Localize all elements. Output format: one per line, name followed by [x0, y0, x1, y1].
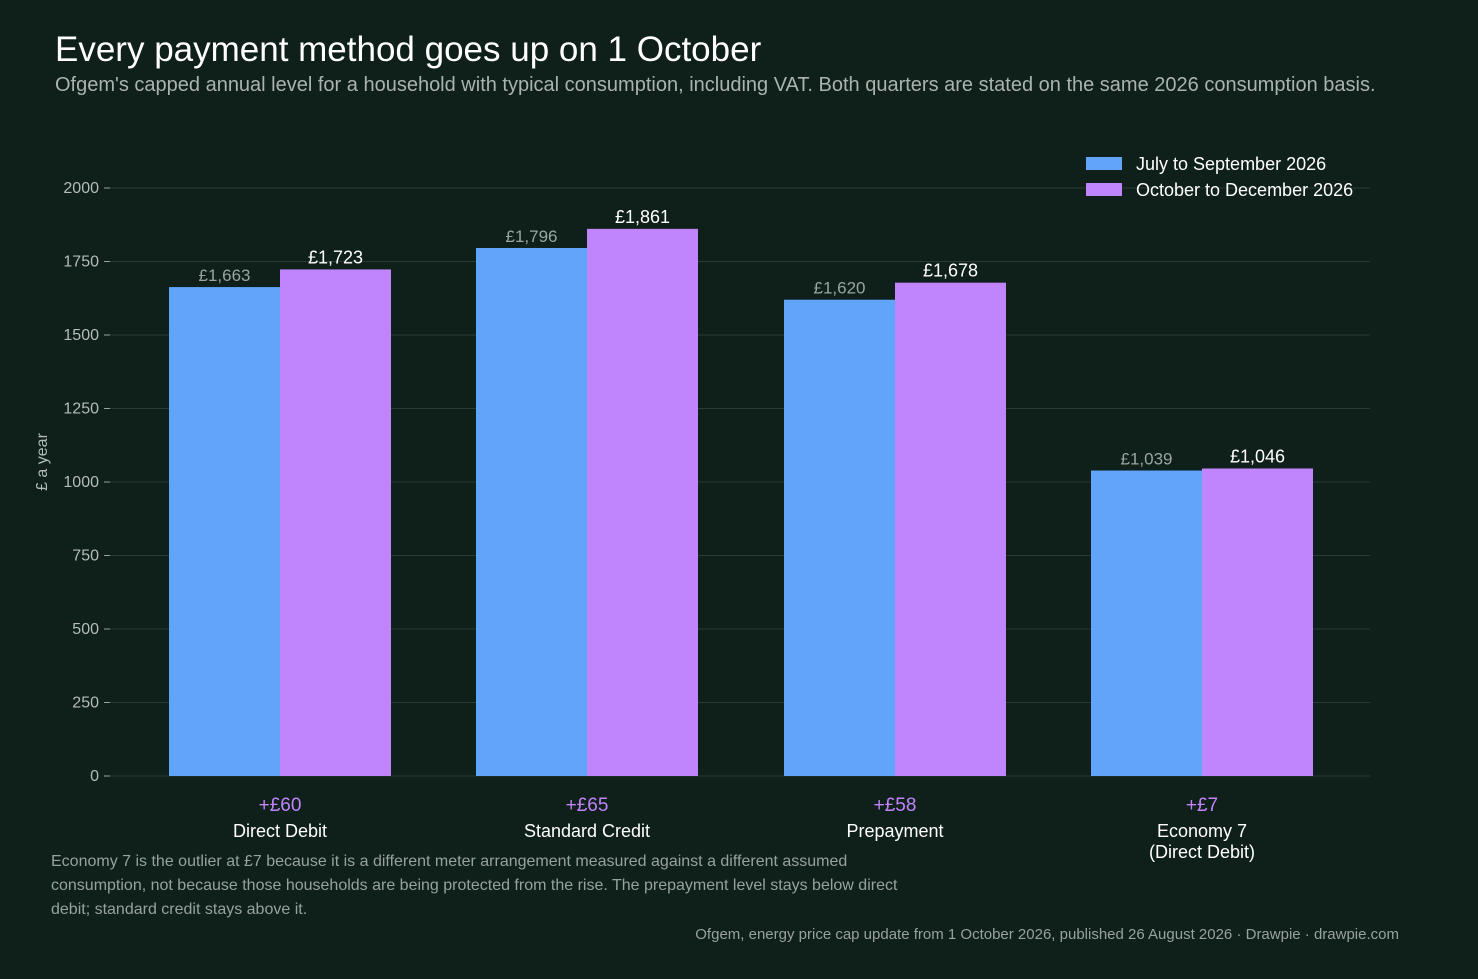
change-label: +£60 [259, 795, 302, 816]
bar-jul-sep [169, 287, 280, 776]
change-label: +£7 [1186, 795, 1218, 816]
y-tick-label: 750 [72, 548, 99, 565]
bar-value-label-jul-sep: £1,620 [814, 279, 866, 298]
category-label: Prepayment [846, 821, 943, 841]
legend-label: October to December 2026 [1136, 180, 1353, 200]
bar-value-label-jul-sep: £1,796 [506, 227, 558, 246]
chart-subtitle: Ofgem's capped annual level for a househ… [55, 74, 1376, 96]
bar-value-label-oct-dec: £1,723 [308, 247, 363, 267]
y-tick-label: 1500 [63, 327, 99, 344]
y-tick-label: 250 [72, 695, 99, 712]
y-axis-label: £ a year [34, 432, 51, 490]
change-label: +£65 [566, 795, 609, 816]
bar-value-label-oct-dec: £1,861 [615, 207, 670, 227]
bar-jul-sep [784, 299, 895, 776]
y-tick-label: 500 [72, 621, 99, 638]
legend-label: July to September 2026 [1136, 154, 1326, 174]
category-label: Economy 7 [1157, 821, 1247, 841]
chart-source: Ofgem, energy price cap update from 1 Oc… [695, 926, 1399, 943]
bar-oct-dec [587, 228, 698, 777]
y-tick-label: 1750 [63, 254, 99, 271]
category-label: Direct Debit [233, 821, 327, 841]
bar-value-label-jul-sep: £1,039 [1121, 450, 1173, 469]
change-label: +£58 [874, 795, 917, 816]
chart-note: Economy 7 is the outlier at £7 because i… [51, 853, 898, 918]
bar-value-label-oct-dec: £1,046 [1230, 446, 1285, 466]
y-tick-label: 0 [90, 768, 99, 785]
category-label: Standard Credit [524, 821, 650, 841]
legend-swatch [1086, 157, 1122, 170]
y-tick-label: 1000 [63, 474, 99, 491]
bar-value-label-oct-dec: £1,678 [923, 261, 978, 281]
y-tick-label: 2000 [63, 180, 99, 197]
bar-oct-dec [280, 269, 391, 776]
bar-jul-sep [476, 247, 587, 776]
bar-oct-dec [1202, 468, 1313, 776]
category-label: (Direct Debit) [1149, 842, 1255, 862]
bar-value-label-jul-sep: £1,663 [199, 266, 251, 285]
y-tick-label: 1250 [63, 401, 99, 418]
bar-oct-dec [895, 282, 1006, 776]
legend-swatch [1086, 183, 1122, 196]
chart-title: Every payment method goes up on 1 Octobe… [55, 30, 762, 69]
bar-jul-sep [1091, 470, 1202, 776]
